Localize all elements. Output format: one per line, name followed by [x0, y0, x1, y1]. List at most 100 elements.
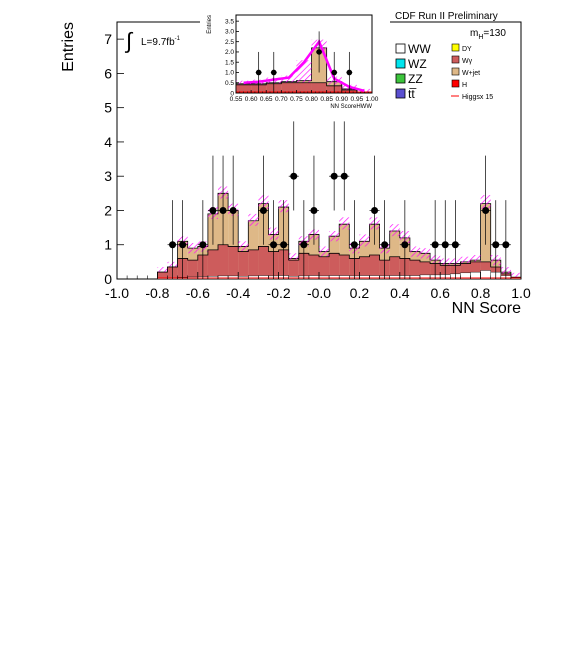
y-tick-label: 7: [104, 31, 112, 47]
wgamma-bar: [187, 260, 198, 279]
x-tick-label: -0.4: [226, 285, 250, 301]
wgamma-bar: [329, 253, 340, 279]
signal-band-bar: [356, 88, 372, 93]
x-tick-label: 0.65: [260, 96, 273, 103]
ww-bar: [217, 275, 229, 280]
x-tick-label: 0.85: [320, 96, 333, 103]
data-point: [340, 172, 348, 180]
signal-band-bar: [329, 231, 340, 242]
data-point: [431, 241, 439, 249]
signal-band-bar: [470, 255, 481, 266]
wgamma-bar: [218, 244, 229, 279]
y-tick-label: 3: [104, 168, 112, 184]
main-plot: -1.0 -0.8 -0.6 -0.4 -0.2 -0.0 0.2 0.4 0.6 0.8 1.00…: [60, 21, 531, 317]
luminosity-exponent: -1: [175, 36, 181, 42]
signal-band-bar: [460, 256, 471, 268]
data-point: [502, 241, 510, 249]
data-point: [346, 69, 353, 76]
experiment-title: CDF Run II Preliminary: [395, 11, 498, 22]
wgamma-bar: [308, 255, 319, 279]
data-point: [270, 241, 278, 249]
data-point: [219, 206, 227, 214]
x-tick-label: -0.0: [307, 285, 331, 301]
inset-plot: 0.55 0.60 0.65 0.70 0.75 0.80 0.85 0.90 0.95 1.00…: [200, 5, 390, 110]
y-tick-label: 3.0: [225, 29, 234, 36]
x-tick-label: 0.90: [335, 96, 348, 103]
signal-band-bar: [238, 241, 249, 252]
wgamma-bar: [311, 82, 327, 93]
x-tick-label: 0.75: [290, 96, 303, 103]
data-point: [371, 206, 379, 214]
data-point: [441, 241, 449, 249]
wgamma-bar: [288, 260, 299, 279]
wgamma-bar: [470, 261, 481, 279]
wgamma-bar: [281, 82, 297, 93]
data-point: [381, 241, 389, 249]
legend-swatch: [395, 73, 406, 84]
wjet-bar: [207, 213, 218, 279]
data-point: [482, 206, 490, 214]
wjet-bar: [389, 231, 400, 279]
integral-symbol: ∫: [124, 28, 134, 53]
legend-label: tt̅: [408, 87, 417, 101]
data-point: [290, 172, 298, 180]
wgamma-bar: [369, 255, 380, 279]
wgamma-bar: [460, 263, 471, 279]
wgamma-bar: [319, 256, 330, 279]
y-tick-label: 5: [104, 100, 112, 116]
wgamma-bar: [248, 249, 259, 279]
x-tick-label: -0.2: [267, 285, 291, 301]
wgamma-bar: [296, 82, 312, 93]
wgamma-bar: [339, 255, 350, 279]
mass-label-sub: H: [478, 34, 483, 41]
data-point: [199, 241, 207, 249]
y-tick-label: 1.5: [225, 59, 234, 66]
legend-label: WW: [408, 42, 431, 56]
legend-swatch: [451, 79, 460, 88]
wgamma-bar: [238, 251, 249, 279]
legend-label: W+jet: [462, 70, 480, 77]
signal-band-bar: [187, 243, 198, 254]
y-tick-label: 0: [104, 271, 112, 287]
x-tick-label: 0.2: [350, 285, 370, 301]
signal-band-bar: [409, 246, 420, 257]
y-tick-label: 2: [104, 202, 112, 218]
data-point: [310, 206, 318, 214]
legend-swatch: [451, 67, 460, 76]
signal-band-bar: [389, 224, 400, 237]
legend-label: H: [462, 82, 467, 89]
data-point: [451, 241, 459, 249]
signal-band-bar: [236, 80, 252, 87]
signal-band-bar: [248, 213, 259, 226]
y-tick-label: 0.5: [225, 80, 234, 87]
wjet-bar: [369, 224, 380, 279]
signal-band-bar: [359, 234, 370, 247]
x-tick-label: 1.0: [511, 285, 531, 301]
mass-label: mH=130: [470, 28, 506, 41]
legend-swatch: [395, 58, 406, 69]
wgamma-outline: [157, 244, 522, 280]
data-point: [169, 241, 177, 249]
y-axis-title: Entries: [60, 22, 77, 72]
signal-band-bar: [510, 272, 521, 279]
wgamma-bar: [409, 260, 420, 279]
x-tick-label: -0.6: [186, 285, 210, 301]
legend-swatch: [395, 88, 406, 99]
signal-band-bar: [319, 246, 330, 257]
data-point: [300, 241, 308, 249]
x-tick-label: 0.80: [305, 96, 318, 103]
wgamma-bar: [359, 256, 370, 279]
y-tick-label: 1: [104, 237, 112, 253]
data-point: [229, 206, 237, 214]
y-tick-label: 2.5: [225, 39, 234, 46]
signal-band-bar: [281, 75, 297, 85]
x-tick-label: 0.95: [351, 96, 364, 103]
legend-label: Higgsx 15: [462, 94, 493, 101]
wgamma-bar: [258, 246, 269, 279]
y-tick-label: 4: [104, 134, 112, 150]
x-tick-label: 0.4: [390, 285, 410, 301]
y-tick-label: 2.0: [225, 49, 234, 56]
data-point: [492, 241, 500, 249]
